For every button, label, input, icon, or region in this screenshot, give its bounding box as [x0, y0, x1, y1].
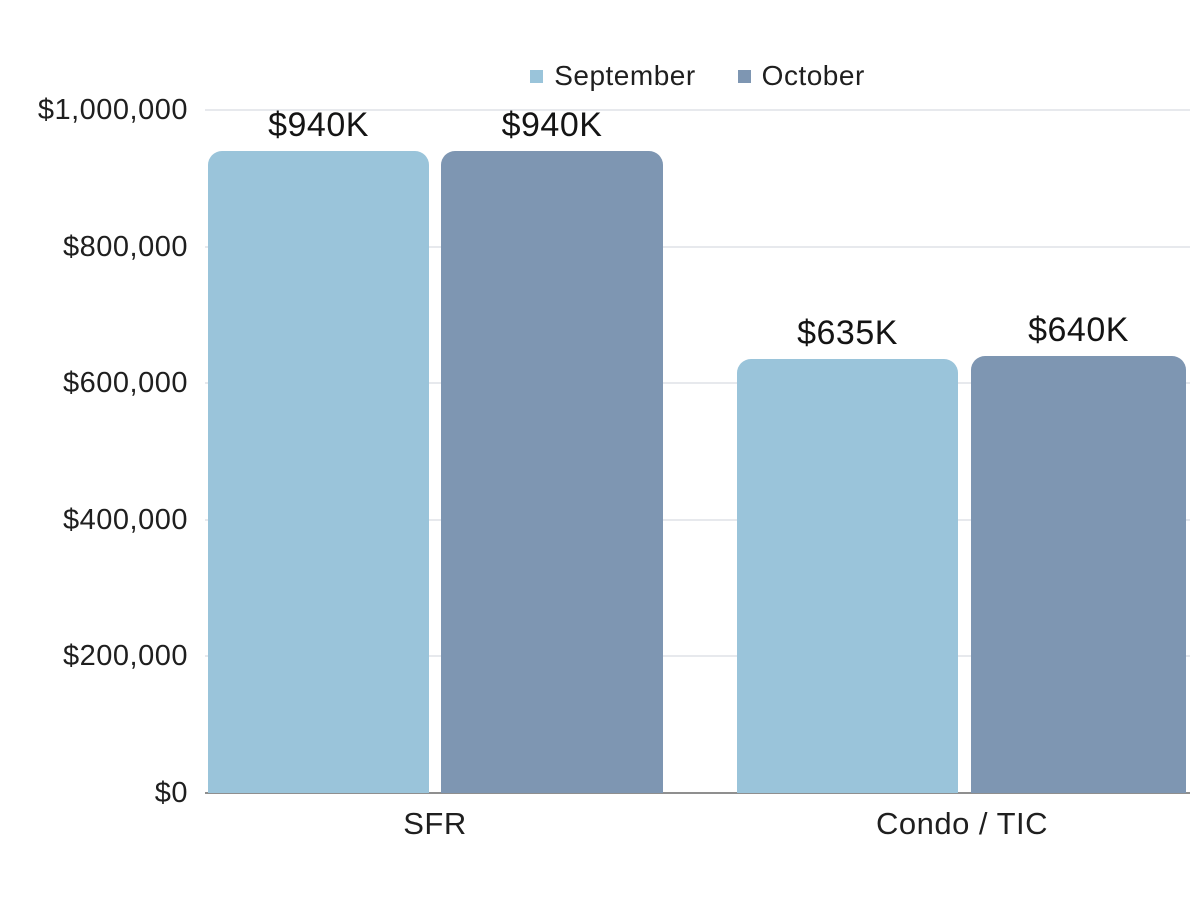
gridline	[205, 245, 1190, 248]
bar-september-condo-tic	[737, 359, 958, 793]
gridline	[205, 109, 1190, 111]
gridline	[205, 518, 1190, 521]
bar-value-label: $635K	[797, 314, 898, 353]
gridline	[205, 382, 1190, 385]
legend-label: September	[554, 60, 696, 91]
x-axis-line	[205, 792, 1190, 794]
y-tick-label: $800,000	[63, 230, 188, 263]
y-tick-label: $600,000	[63, 367, 188, 400]
legend-swatch-icon	[530, 69, 544, 83]
x-tick-label-sfr: SFR	[403, 806, 467, 841]
bar-value-label: $940K	[501, 105, 603, 144]
bar-october-condo-tic	[971, 355, 1186, 793]
y-tick-label: $200,000	[63, 640, 188, 673]
x-tick-label-condo-tic: Condo / TIC	[875, 806, 1049, 841]
gridline	[205, 655, 1190, 658]
bar-september-sfr	[208, 150, 429, 793]
legend-item-october: October	[737, 60, 865, 92]
y-tick-label: $400,000	[63, 503, 188, 536]
bar-value-label: $940K	[268, 105, 369, 144]
bar-october-sfr	[441, 150, 663, 793]
y-tick-label: $0	[154, 777, 188, 809]
legend-swatch-icon	[737, 69, 751, 83]
bar-value-label: $640K	[1028, 310, 1129, 349]
legend: September October	[205, 58, 1190, 94]
y-tick-label: $1,000,000	[37, 94, 188, 126]
legend-item-september: September	[530, 60, 695, 92]
legend-label: October	[761, 60, 865, 91]
